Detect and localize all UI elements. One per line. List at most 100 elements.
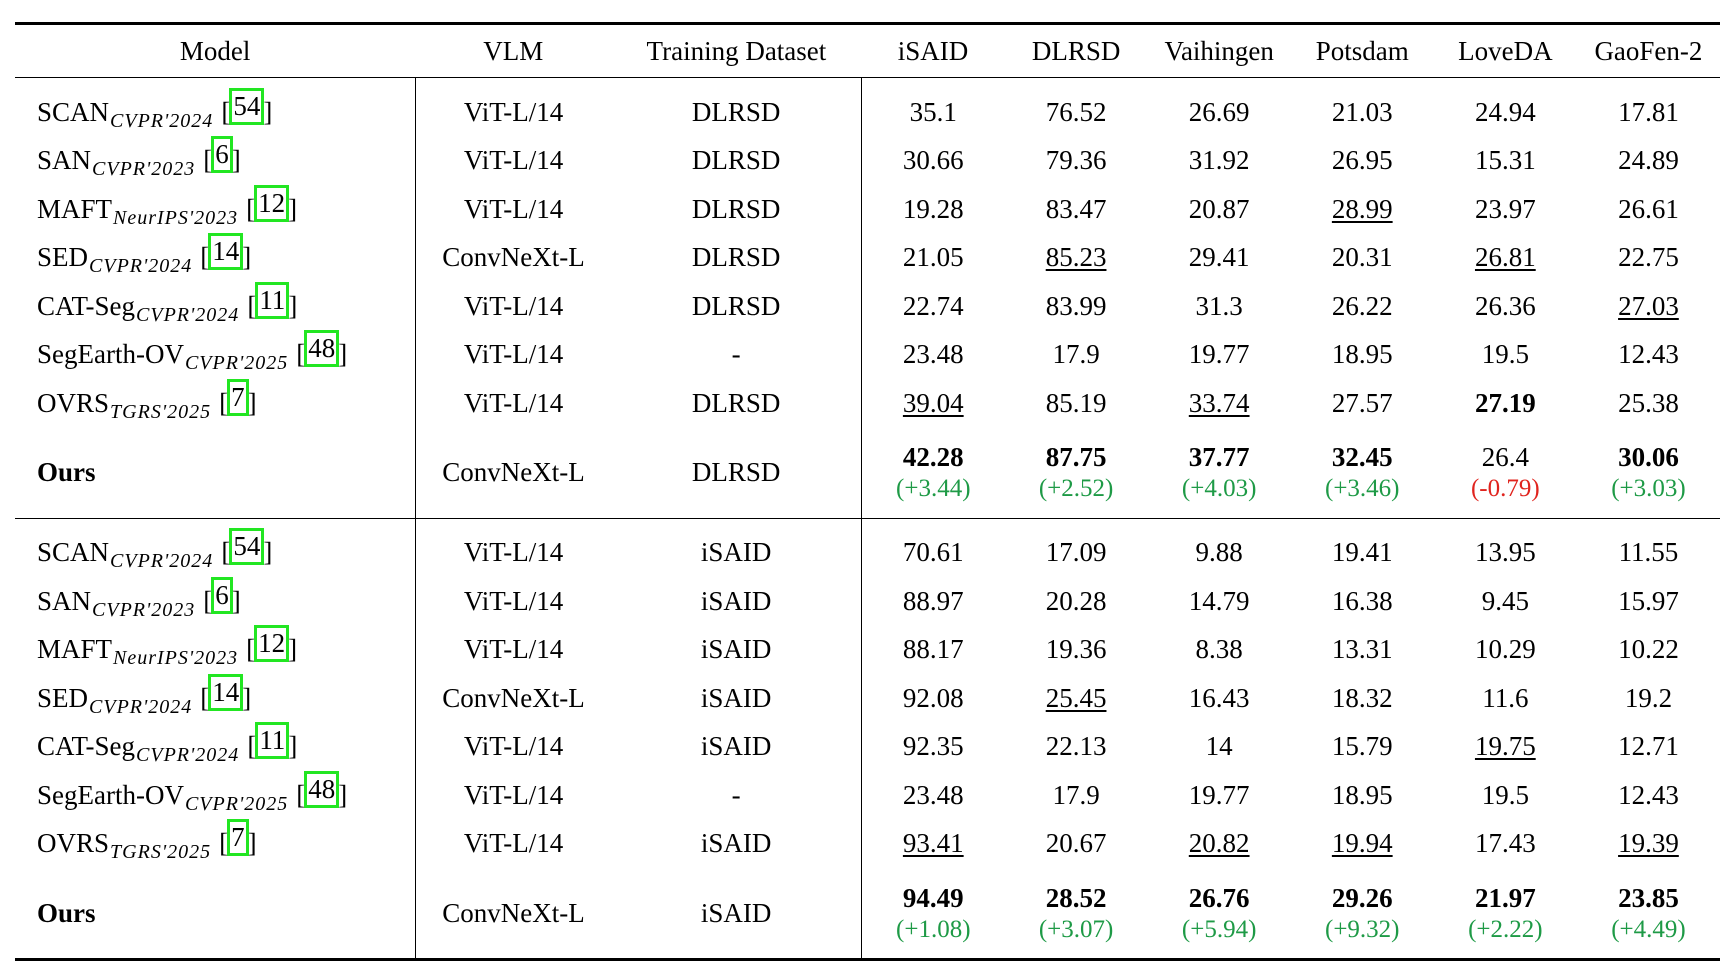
training-dataset-cell: DLRSD [611, 282, 862, 331]
citation[interactable]: [14] [200, 233, 251, 276]
score-value: 37.77 [1188, 442, 1250, 472]
citation-link-box[interactable]: 6 [211, 136, 233, 174]
citation-link-box[interactable]: 11 [255, 281, 290, 319]
score-value: 19.77 [1188, 779, 1250, 810]
citation-link-box[interactable]: 12 [254, 625, 290, 663]
citation-link-box[interactable]: 54 [229, 87, 265, 125]
score-value: 21.97 [1474, 882, 1536, 913]
score-value: 18.95 [1331, 779, 1393, 810]
venue-subscript: CVPR'2024 [136, 303, 240, 326]
venue-subscript: CVPR'2024 [89, 255, 193, 278]
citation[interactable]: [11] [247, 281, 297, 325]
citation[interactable]: [12] [246, 625, 297, 668]
score-value: 25.38 [1618, 387, 1679, 418]
score-cell: 19.5 [1434, 331, 1577, 380]
vlm-cell: ViT-L/14 [463, 634, 564, 665]
vlm-cell: ViT-L/14 [463, 193, 564, 224]
vlm-cell: ViT-L/14 [463, 731, 564, 762]
citation-link-box[interactable]: 11 [255, 722, 290, 760]
citation[interactable]: [11] [247, 722, 297, 765]
score-cell: 17.09 [1004, 517, 1148, 577]
citation[interactable]: [14] [200, 673, 251, 717]
citation-link-box[interactable]: 6 [211, 576, 233, 614]
model-cell: CAT-SegCVPR'2024 [11] [15, 722, 416, 771]
results-table: Model VLM Training Dataset iSAID DLRSD V… [15, 22, 1720, 961]
score-delta: (+1.08) [896, 915, 971, 943]
model-cell: SegEarth-OVCVPR'2025 [48] [15, 330, 416, 379]
score-value: 85.23 [1045, 242, 1107, 273]
citation[interactable]: [6] [203, 576, 241, 620]
score-value: 88.97 [902, 585, 964, 616]
score-cell: 15.79 [1291, 723, 1434, 772]
score-cell: 28.52 (+3.07) [1004, 868, 1148, 961]
score-value: 30.06 [1618, 442, 1679, 472]
citation-link-box[interactable]: 14 [208, 673, 244, 711]
model-name: SAN [37, 145, 92, 176]
model-cell: SANCVPR'2023 [6] [15, 136, 416, 185]
score-cell: 17.9 [1005, 771, 1148, 820]
citation[interactable]: [12] [246, 184, 297, 228]
score-delta: (+3.46) [1325, 475, 1400, 502]
score-value: 26.61 [1618, 193, 1679, 224]
score-cell: 35.1 [861, 77, 1005, 137]
score-value: 15.97 [1618, 585, 1679, 616]
table-row: SCANCVPR'2024 [54] ViT-L/14 DLRSD 35.1 76.52 2… [15, 77, 1720, 137]
score-cell: 25.45 [1005, 674, 1148, 723]
citation[interactable]: [48] [296, 330, 347, 373]
venue-subscript: CVPR'2024 [110, 550, 214, 573]
model-cell: SCANCVPR'2024 [54] [15, 517, 416, 577]
table-row: MAFTNeurIPS'2023 [12] ViT-L/14 iSAID 88.17 19… [15, 625, 1720, 674]
citation-link-box[interactable]: 48 [304, 770, 340, 808]
score-cell: 15.97 [1577, 577, 1720, 626]
table-row: SCANCVPR'2024 [54] ViT-L/14 iSAID 70.61 17.09… [15, 517, 1720, 577]
citation-link-box[interactable]: 12 [254, 184, 290, 222]
score-value: 10.22 [1618, 634, 1679, 665]
score-value: 18.95 [1331, 339, 1393, 370]
group-dlrsd-training: SCANCVPR'2024[54] ViT-L/14 DLRSD 35.1 76.52 2… [15, 77, 1720, 518]
score-value: 85.19 [1045, 387, 1107, 418]
citation[interactable]: [54] [221, 528, 272, 571]
venue-subscript: CVPR'2024 [136, 744, 240, 767]
table-row: OVRSTGRS'2025 [7] ViT-L/14 DLRSD 39.04 85.19 3… [15, 378, 1720, 428]
citation-link-box[interactable]: 7 [227, 378, 249, 416]
score-value: 31.92 [1188, 145, 1250, 176]
header-isaid: iSAID [861, 22, 1005, 78]
score-delta: (+3.07) [1038, 915, 1114, 943]
citation-link-box[interactable]: 48 [304, 330, 340, 368]
header-row: Model VLM Training Dataset iSAID DLRSD V… [15, 22, 1720, 78]
score-delta: (+9.32) [1325, 915, 1400, 943]
model-cell: OVRSTGRS'2025 [7] [15, 378, 416, 428]
citation[interactable]: [48] [296, 770, 347, 814]
score-delta: (+2.52) [1038, 475, 1114, 502]
score-value: 12.71 [1618, 731, 1679, 762]
citation-link-box[interactable]: 7 [227, 819, 249, 857]
score-value: 13.95 [1474, 537, 1536, 568]
model-cell: CAT-SegCVPR'2024 [11] [15, 281, 416, 331]
citation[interactable]: [7] [219, 378, 257, 422]
training-dataset-cell: DLRSD [611, 233, 862, 282]
vlm-cell: ConvNeXt-L [442, 242, 585, 273]
score-cell: 18.95 [1291, 771, 1434, 820]
group-isaid-training: SCANCVPR'2024[54] ViT-L/14 iSAID 70.61 17.09… [15, 517, 1720, 961]
score-cell: 85.19 [1005, 379, 1148, 428]
training-dataset-cell: iSAID [611, 674, 862, 723]
score-value: 28.52 [1045, 882, 1107, 913]
model-name: OVRS [37, 828, 110, 859]
vlm-cell: ViT-L/14 [463, 290, 564, 321]
score-cell: 9.45 [1434, 577, 1577, 626]
citation[interactable]: [6] [203, 136, 241, 179]
table-row: SegEarth-OVCVPR'2025 [48] ViT-L/14 - 23.48 17… [15, 330, 1720, 380]
citation-link-box[interactable]: 54 [229, 528, 265, 566]
score-cell: 11.6 [1434, 674, 1577, 723]
score-cell: 93.41 [861, 820, 1004, 869]
score-value: 26.81 [1474, 242, 1536, 273]
score-cell: 26.61 [1577, 185, 1720, 234]
citation[interactable]: [7] [219, 819, 257, 862]
citation-link-box[interactable]: 14 [208, 233, 244, 271]
vlm-cell: ViT-L/14 [463, 828, 564, 859]
score-value: 9.45 [1481, 585, 1529, 616]
model-name: SED [37, 682, 89, 713]
citation[interactable]: [54] [221, 87, 272, 131]
training-dataset-cell: - [611, 330, 862, 379]
score-cell: 18.32 [1291, 674, 1434, 723]
